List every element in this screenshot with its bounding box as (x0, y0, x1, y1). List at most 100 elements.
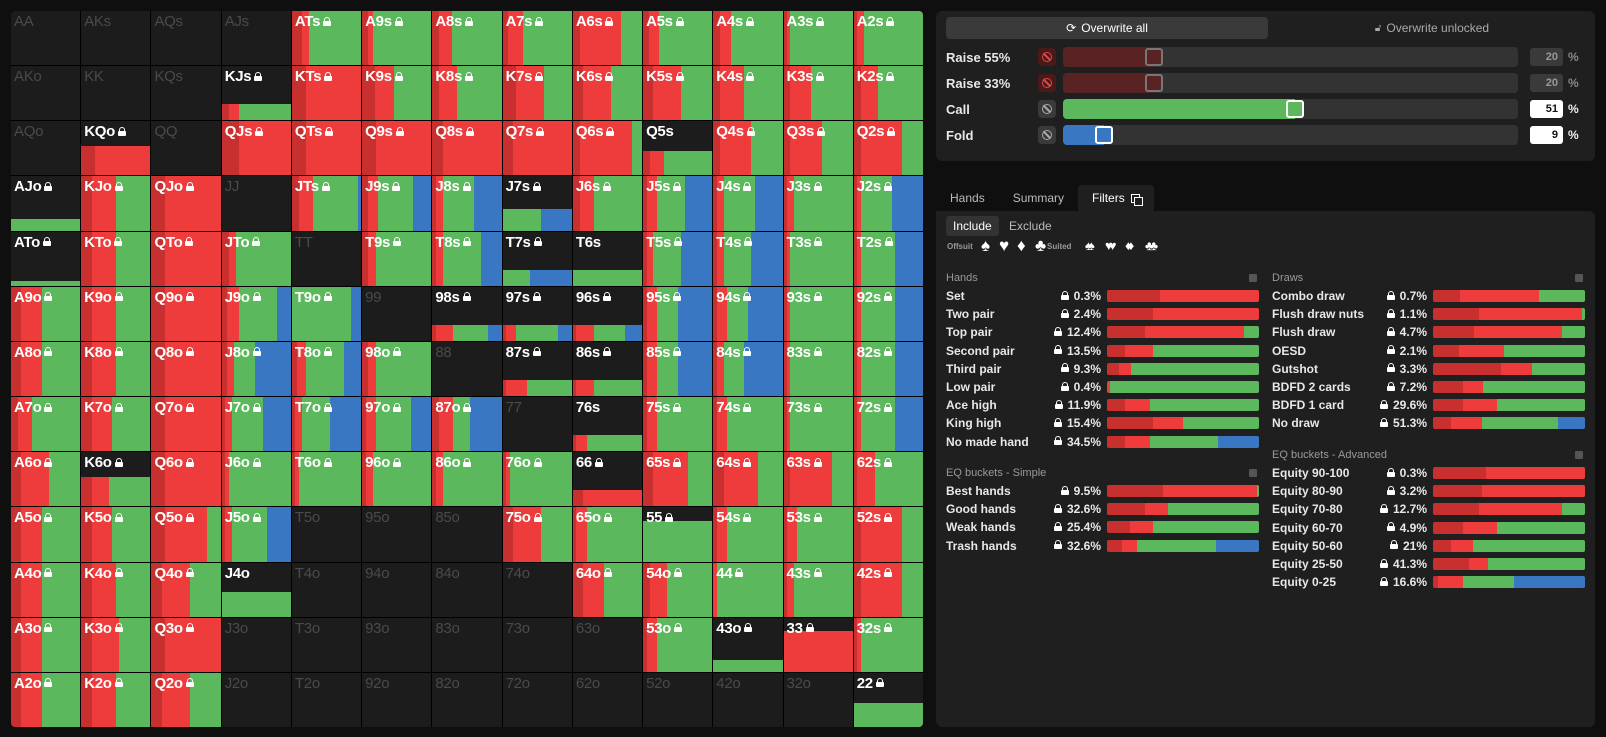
hand-cell-95o[interactable]: 95o (362, 507, 432, 562)
hand-cell-A2o[interactable]: A2o (11, 672, 81, 727)
hand-cell-KK[interactable]: KK (81, 66, 151, 121)
filter-row[interactable]: King high 15.4% (946, 414, 1259, 432)
section-toggle[interactable] (1575, 451, 1583, 459)
hand-cell-84s[interactable]: 84s (713, 341, 783, 397)
hand-cell-AKo[interactable]: AKo (11, 66, 81, 121)
hand-cell-J9o[interactable]: J9o (221, 286, 291, 341)
hand-cell-JJ[interactable]: JJ (221, 176, 291, 231)
hand-cell-T6o[interactable]: T6o (291, 452, 362, 507)
offsuit-suit-toggle[interactable]: ♥ (999, 236, 1010, 255)
hand-cell-82s[interactable]: 82s (853, 341, 923, 397)
hand-cell-AQo[interactable]: AQo (11, 121, 81, 176)
tab-hands[interactable]: Hands (950, 191, 985, 205)
filter-row[interactable]: No made hand 34.5% (946, 433, 1259, 451)
hand-cell-32o[interactable]: 32o (783, 672, 853, 727)
suited-suit-toggle[interactable]: ♣♣ (1145, 238, 1158, 253)
hand-cell-87o[interactable]: 87o (432, 397, 502, 452)
hand-cell-42s[interactable]: 42s (853, 562, 923, 617)
slider-handle[interactable] (1145, 48, 1163, 66)
filter-row[interactable]: Equity 0-25 16.6% (1272, 573, 1585, 591)
slider-handle[interactable] (1286, 100, 1305, 118)
hand-cell-T4s[interactable]: T4s (713, 231, 783, 286)
hand-cell-T2o[interactable]: T2o (291, 672, 362, 727)
hand-cell-54s[interactable]: 54s (713, 507, 783, 562)
hand-cell-Q9o[interactable]: Q9o (151, 286, 221, 341)
offsuit-suit-toggle[interactable]: ♠ (981, 236, 991, 255)
disable-action-button[interactable] (1038, 100, 1056, 118)
hand-cell-J4s[interactable]: J4s (713, 176, 783, 231)
hand-cell-J6o[interactable]: J6o (221, 452, 291, 507)
hand-cell-72o[interactable]: 72o (502, 672, 572, 727)
hand-cell-KTo[interactable]: KTo (81, 231, 151, 286)
filter-row[interactable]: Equity 80-90 3.2% (1272, 482, 1585, 500)
disable-action-button[interactable] (1038, 74, 1056, 92)
suited-suit-toggle[interactable]: ♠♠ (1085, 238, 1095, 253)
hand-cell-Q5s[interactable]: Q5s (643, 121, 713, 176)
action-value-input[interactable]: 9 (1530, 126, 1563, 144)
hand-cell-Q2o[interactable]: Q2o (151, 672, 221, 727)
filter-row[interactable]: Good hands 32.6% (946, 500, 1259, 518)
hand-cell-KJo[interactable]: KJo (81, 176, 151, 231)
hand-cell-T2s[interactable]: T2s (853, 231, 923, 286)
filter-row[interactable]: Two pair 2.4% (946, 305, 1259, 323)
hand-cell-77[interactable]: 77 (502, 397, 572, 452)
suited-suit-toggle[interactable]: ♥♥ (1105, 238, 1117, 253)
hand-cell-93s[interactable]: 93s (783, 286, 853, 341)
filter-row[interactable]: Flush draw 4.7% (1272, 323, 1585, 341)
hand-cell-ATs[interactable]: ATs (291, 11, 362, 66)
hand-cell-32s[interactable]: 32s (853, 617, 923, 672)
hand-cell-43s[interactable]: 43s (783, 562, 853, 617)
hand-cell-Q9s[interactable]: Q9s (362, 121, 432, 176)
hand-cell-TT[interactable]: TT (291, 231, 362, 286)
tab-summary[interactable]: Summary (1012, 191, 1065, 205)
tab-filters[interactable]: Filters (1078, 185, 1154, 211)
action-value-input[interactable]: 20 (1530, 48, 1563, 66)
filter-row[interactable]: Low pair 0.4% (946, 378, 1259, 396)
hand-cell-KTs[interactable]: KTs (291, 66, 362, 121)
hand-cell-98s[interactable]: 98s (432, 286, 502, 341)
hand-cell-A6s[interactable]: A6s (572, 11, 643, 66)
hand-cell-KJs[interactable]: KJs (221, 66, 291, 121)
hand-cell-52s[interactable]: 52s (853, 507, 923, 562)
hand-cell-Q8s[interactable]: Q8s (432, 121, 502, 176)
hand-cell-T9s[interactable]: T9s (362, 231, 432, 286)
hand-cell-K8o[interactable]: K8o (81, 341, 151, 397)
hand-cell-97s[interactable]: 97s (502, 286, 572, 341)
hand-cell-74o[interactable]: 74o (502, 562, 572, 617)
hand-cell-A8s[interactable]: A8s (432, 11, 502, 66)
hand-cell-72s[interactable]: 72s (853, 397, 923, 452)
hand-cell-33[interactable]: 33 (783, 617, 853, 672)
hand-cell-83o[interactable]: 83o (432, 617, 502, 672)
hand-cell-A4o[interactable]: A4o (11, 562, 81, 617)
hand-cell-J4o[interactable]: J4o (221, 562, 291, 617)
disable-action-button[interactable] (1038, 126, 1056, 144)
hand-cell-A6o[interactable]: A6o (11, 452, 81, 507)
disable-action-button[interactable] (1038, 48, 1056, 66)
hand-cell-Q3o[interactable]: Q3o (151, 617, 221, 672)
hand-cell-K7o[interactable]: K7o (81, 397, 151, 452)
filter-row[interactable]: Equity 60-70 4.9% (1272, 519, 1585, 537)
section-toggle[interactable] (1249, 469, 1257, 477)
hand-cell-AA[interactable]: AA (11, 11, 81, 66)
hand-cell-73s[interactable]: 73s (783, 397, 853, 452)
hand-cell-22[interactable]: 22 (853, 672, 923, 727)
filter-row[interactable]: Set 0.3% (946, 287, 1259, 305)
hand-cell-QJs[interactable]: QJs (221, 121, 291, 176)
copy-icon[interactable] (1130, 193, 1143, 206)
hand-cell-AJs[interactable]: AJs (221, 11, 291, 66)
section-toggle[interactable] (1249, 274, 1257, 282)
overwrite-all-button[interactable]: ⟳ Overwrite all (946, 17, 1268, 39)
hand-cell-94o[interactable]: 94o (362, 562, 432, 617)
include-toggle[interactable]: Include (946, 216, 999, 236)
hand-cell-52o[interactable]: 52o (643, 672, 713, 727)
hand-cell-76s[interactable]: 76s (572, 397, 643, 452)
hand-cell-53s[interactable]: 53s (783, 507, 853, 562)
hand-cell-62o[interactable]: 62o (572, 672, 643, 727)
hand-cell-QTs[interactable]: QTs (291, 121, 362, 176)
suited-suit-toggle[interactable]: ♦♦ (1125, 238, 1135, 253)
hand-cell-JTs[interactable]: JTs (291, 176, 362, 231)
hand-cell-K4o[interactable]: K4o (81, 562, 151, 617)
hand-cell-53o[interactable]: 53o (643, 617, 713, 672)
hand-cell-J3s[interactable]: J3s (783, 176, 853, 231)
hand-cell-Q4o[interactable]: Q4o (151, 562, 221, 617)
